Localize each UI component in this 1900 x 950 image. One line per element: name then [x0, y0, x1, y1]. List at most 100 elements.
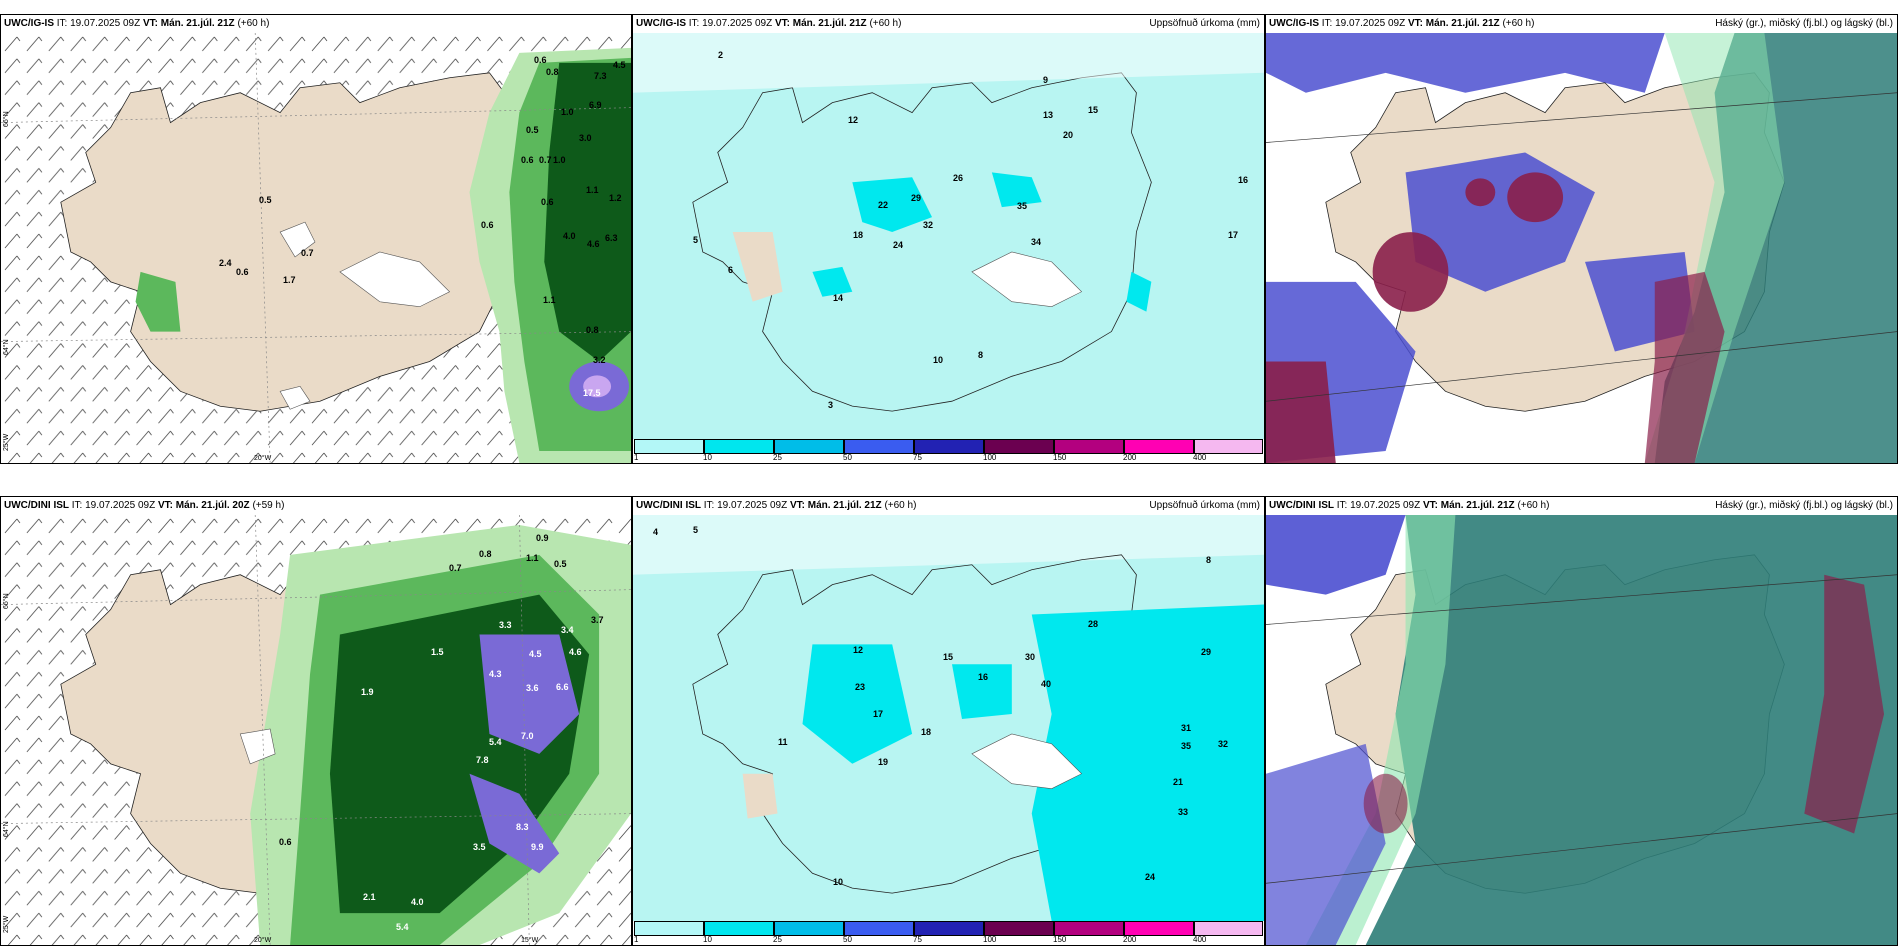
valid-time: VT: Mán. 21.júl. 20Z [157, 500, 250, 511]
cloud-low-blue [1266, 743, 1386, 945]
precip-value: 10 [933, 355, 944, 365]
graticule [1266, 574, 1897, 625]
panel-bottom-right: UWC/DINI ISL IT: 19.07.2025 09Z VT: Mán.… [1265, 496, 1898, 946]
cloud-mid-dark [1507, 172, 1564, 223]
map-canvas [1266, 33, 1897, 463]
precip-value: 14 [833, 293, 844, 303]
precip-value: 4 [653, 527, 659, 537]
panel-header: UWC/DINI ISL IT: 19.07.2025 09Z VT: Mán.… [1, 497, 631, 515]
map-canvas [633, 515, 1264, 921]
precip-value: 0.6 [481, 220, 494, 230]
colorbar-swatch [914, 439, 984, 454]
cloud-mid-dark [1644, 271, 1725, 463]
colorbar-label: 1 [634, 935, 639, 944]
glacier [971, 251, 1083, 307]
graticule [1, 331, 631, 342]
colorbar-label: 75 [913, 935, 922, 944]
precip-value: 22 [878, 200, 889, 210]
colorbar-swatch [1054, 439, 1124, 454]
precip-value: 1.7 [283, 275, 296, 285]
precip-value: 6.9 [589, 100, 602, 110]
precip-value: 0.5 [259, 195, 272, 205]
precip-value: 34 [1031, 237, 1042, 247]
precip-value: 3 [828, 400, 834, 410]
init-time: IT: 19.07.2025 09Z [56, 18, 141, 29]
panel-bottom-left: UWC/DINI ISL IT: 19.07.2025 09Z VT: Mán.… [0, 496, 632, 946]
colorbar-label: 10 [703, 453, 712, 462]
precip-value: 32 [1218, 739, 1229, 749]
graticule [1, 107, 631, 123]
precip-value: 29 [911, 193, 922, 203]
colorbar: 1 10 25 50 75 100 150 200 400 [634, 439, 1263, 463]
colorbar-swatch [844, 439, 914, 454]
precip-value: 15 [1088, 105, 1099, 115]
cloud-high-light [1305, 515, 1456, 945]
graticule [254, 33, 271, 463]
precip-value: 32 [923, 220, 934, 230]
lat-label: 64°N [3, 339, 10, 355]
colorbar-label: 150 [1053, 453, 1067, 462]
precip-value: 30 [1025, 652, 1036, 662]
precip-25 [951, 664, 1012, 719]
precip-value: 16 [1238, 175, 1249, 185]
map-canvas [1266, 515, 1897, 945]
valid-time: VT: Mán. 21.júl. 21Z [789, 500, 882, 511]
field-title: Háský (gr.), miðský (fj.bl.) og lágský (… [1715, 500, 1893, 511]
cloud-cover-map [1266, 33, 1897, 463]
precip-value: 10 [833, 877, 844, 887]
colorbar: 1 10 25 50 75 100 150 200 400 [634, 921, 1263, 945]
init-time: IT: 19.07.2025 09Z [1336, 500, 1421, 511]
model-name: UWC/IG-IS [4, 18, 54, 29]
iceland-outline [692, 72, 1152, 412]
field-title: Uppsöfnuð úrkoma (mm) [1149, 500, 1260, 511]
precip-core [583, 375, 612, 398]
colorbar-swatch [1194, 921, 1263, 936]
lat-label: 64°N [3, 821, 10, 837]
graticule [1266, 813, 1897, 884]
valid-time: VT: Mán. 21.júl. 21Z [774, 18, 867, 29]
colorbar-label: 50 [843, 453, 852, 462]
lon-label: 25°W [3, 915, 10, 933]
model-name: UWC/IG-IS [636, 18, 686, 29]
colorbar-swatch [984, 921, 1054, 936]
precip-value: 0.8 [546, 67, 559, 77]
map-canvas [1, 33, 631, 463]
precip-value: 0.7 [449, 563, 462, 573]
colorbar-swatch [774, 439, 844, 454]
precip-value: 0.5 [554, 559, 567, 569]
colorbar-swatch [914, 921, 984, 936]
precip-value: 4.6 [587, 239, 600, 249]
precip-value: 11 [778, 737, 788, 747]
precip-value: 1.1 [526, 553, 539, 563]
graticule [1266, 92, 1897, 143]
precip-value: 0.7 [301, 248, 314, 258]
colorbar-label: 25 [773, 935, 782, 944]
model-name: UWC/DINI ISL [4, 500, 69, 511]
init-time: IT: 19.07.2025 09Z [71, 500, 156, 511]
glacier [279, 386, 311, 410]
precip-value: 1.0 [561, 107, 574, 117]
precip-25 [812, 266, 853, 297]
wind-precip-map [1, 515, 631, 945]
cloud-mid-dark [1363, 773, 1408, 834]
precip-25 [1031, 604, 1264, 921]
precip-value: 35 [1181, 741, 1192, 751]
precip-value: 1.9 [361, 687, 374, 697]
colorbar-swatch [704, 439, 774, 454]
precip-purple [469, 773, 560, 874]
lead-time: (+60 h) [1502, 18, 1535, 29]
precip-value: 12 [848, 115, 859, 125]
model-name: UWC/IG-IS [1269, 18, 1319, 29]
precip-value: 23 [855, 682, 866, 692]
colorbar-swatch [774, 921, 844, 936]
colorbar-swatch [1194, 439, 1263, 454]
precip-value: 1.5 [431, 647, 444, 657]
precip-value: 29 [1201, 647, 1212, 657]
precip-value: 0.8 [479, 549, 492, 559]
accumulated-precip-map [633, 33, 1264, 439]
accumulated-precip-map [633, 515, 1264, 921]
valid-time: VT: Mán. 21.júl. 21Z [142, 18, 235, 29]
field-title: Uppsöfnuð úrkoma (mm) [1149, 18, 1260, 29]
dry-area [732, 232, 783, 302]
cloud-mid-dark [1465, 178, 1496, 207]
